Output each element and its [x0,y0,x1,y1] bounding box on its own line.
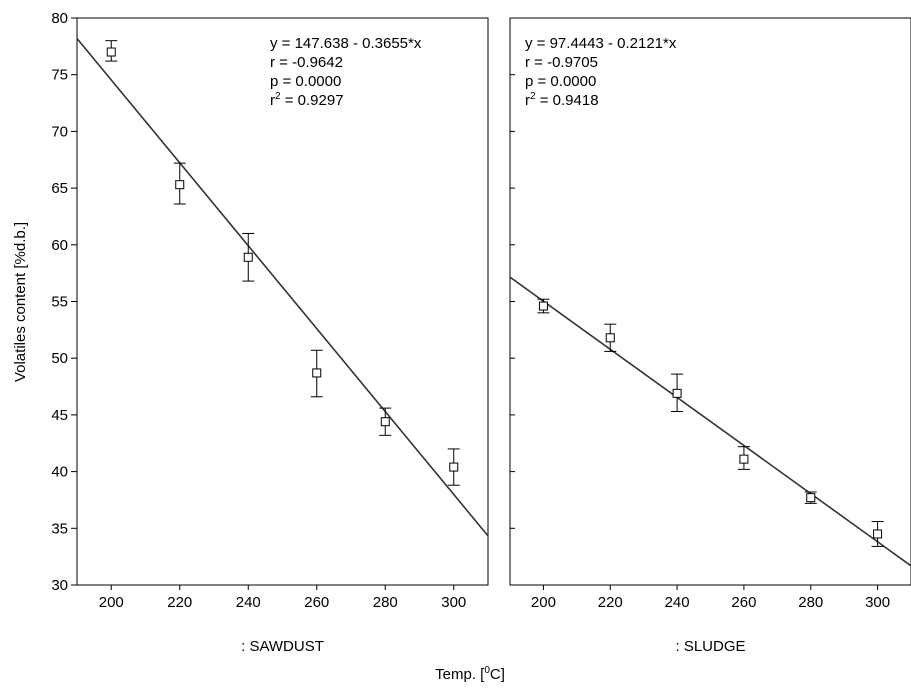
annotation-line: p = 0.0000 [270,73,341,90]
y-tick-label: 45 [51,407,68,424]
annotation-r2: r2 = 0.9418 [525,91,599,109]
x-tick-label: 260 [304,594,329,611]
y-tick-label: 60 [51,237,68,254]
panel-2: 200 220 240 260 280 300 y = 97.4443 - 0.2121*x… [509,17,911,655]
fit-line [77,37,488,537]
y-tick-label: 30 [51,577,68,594]
y-axis-label: Volatiles content [%d.b.] [12,222,29,382]
x-axis-label: Temp. [0C] [435,665,505,683]
annotation-line: y = 97.4443 - 0.2121*x [525,35,677,52]
x-tick-label: 300 [865,594,890,611]
data-point [312,368,322,378]
y-tick-label: 65 [51,180,68,197]
x-axis-label-main: Temp. [ [435,666,485,683]
y-tick-label: 35 [51,520,68,537]
y-tick-label: 80 [51,10,68,27]
panel-name: : SLUDGE [675,638,745,655]
y-tick-group: 30 35 40 45 50 55 60 65 70 75 80 [51,10,77,594]
data-point [873,529,883,539]
data-point [449,462,459,472]
y-tick-label: 70 [51,123,68,140]
data-point [243,252,253,262]
annotation-line: r = -0.9705 [525,54,598,71]
y-tick-label: 75 [51,67,68,84]
data-point [175,180,185,190]
x-tick-label: 220 [598,594,623,611]
x-tick-label: 260 [731,594,756,611]
x-tick-label: 300 [441,594,466,611]
y-tick-label: 55 [51,294,68,311]
fit-line [510,276,911,567]
x-tick-label: 280 [798,594,823,611]
x-tick-label: 200 [531,594,556,611]
panel-name: : SAWDUST [241,638,324,655]
x-tick-label: 200 [99,594,124,611]
annotation-line: y = 147.638 - 0.3655*x [270,35,422,52]
annotation-line: p = 0.0000 [525,73,596,90]
annotation-line: r = -0.9642 [270,54,343,71]
x-tick-label: 240 [665,594,690,611]
data-point [605,333,615,343]
data-point [106,47,116,57]
annotation-r2: r2 = 0.9297 [270,91,344,109]
y-tick-label: 40 [51,464,68,481]
data-point [739,454,749,464]
panel-frame [76,17,489,586]
x-axis-label-tail: C] [490,666,505,683]
x-axis-label-sup: 0 [484,665,490,676]
data-point [672,388,682,398]
data-point [538,301,548,311]
panels: 200 220 240 260 280 300 y = 147.638 - 0.3655*x… [76,17,911,655]
panel-1: 200 220 240 260 280 300 y = 147.638 - 0.3655*x… [76,17,489,655]
x-tick-label: 240 [236,594,261,611]
x-tick-label: 220 [167,594,192,611]
data-point [806,493,816,503]
x-tick-label: 280 [373,594,398,611]
data-point [380,417,390,427]
y-axis: 30 35 40 45 50 55 60 65 70 75 80 Volatiles content… [12,10,77,594]
y-tick-label: 50 [51,350,68,367]
